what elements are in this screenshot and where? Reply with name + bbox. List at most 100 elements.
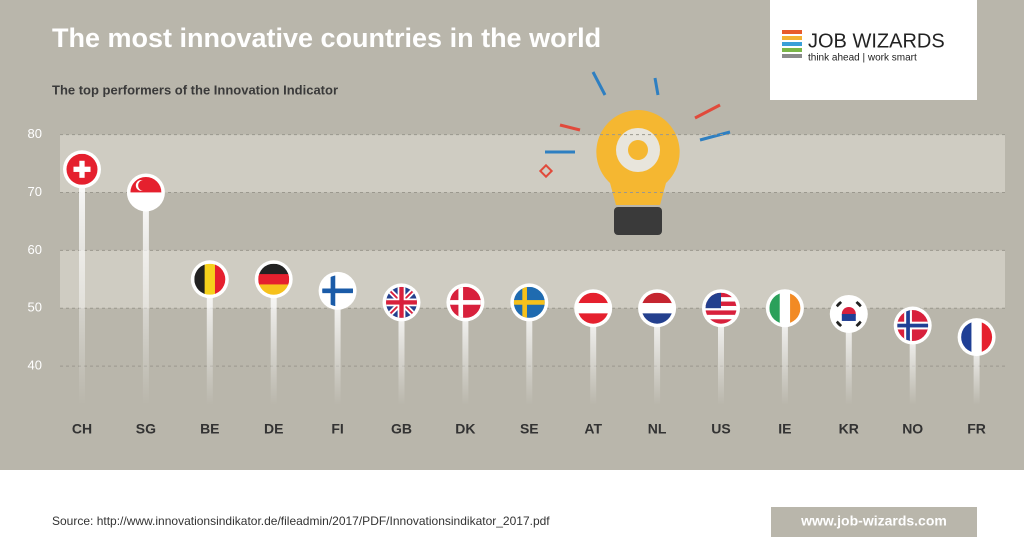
x-tick-label: DK: [455, 421, 475, 437]
logo-bar: [782, 54, 802, 58]
flag-marker: [893, 306, 932, 345]
flag-part: [449, 300, 481, 305]
x-tick-label: NO: [902, 421, 923, 437]
stick: [79, 169, 85, 405]
x-tick-label: KR: [839, 421, 859, 437]
stick: [845, 313, 852, 405]
flag-part: [138, 180, 149, 191]
flag: [449, 286, 481, 318]
flag-part: [577, 313, 609, 324]
flag-part: [79, 160, 85, 178]
flag-part: [258, 274, 290, 285]
flag-part: [855, 320, 864, 329]
logo-bar: [782, 42, 802, 46]
stick: [973, 337, 980, 405]
stick: [654, 308, 661, 405]
url-box: [771, 507, 977, 537]
flag-marker: [382, 283, 421, 322]
x-tick-label: SE: [520, 421, 539, 437]
flag-part: [458, 286, 464, 318]
y-tick-label: 70: [28, 184, 42, 199]
flag-marker: [829, 294, 868, 333]
flag: [705, 292, 737, 324]
flag-part: [577, 303, 609, 314]
x-tick-label: AT: [584, 421, 602, 437]
stick: [909, 325, 916, 405]
flag-marker: [702, 289, 740, 328]
flag: [513, 286, 545, 318]
y-tick-label: 50: [28, 300, 42, 315]
stick: [270, 279, 277, 405]
bulb-gear-hole: [628, 140, 648, 160]
flag: [194, 263, 226, 295]
stick: [334, 290, 341, 405]
flag-marker: [446, 283, 485, 322]
logo-bar: [782, 36, 802, 40]
x-tick-label: BE: [200, 421, 219, 437]
footer-source: Source: http://www.innovationsindikator.…: [52, 514, 550, 528]
chart-title: The most innovative countries in the wor…: [52, 23, 601, 53]
flag: [66, 153, 98, 185]
spark: [559, 123, 581, 132]
flag: [258, 263, 290, 295]
flag: [641, 292, 673, 324]
flag-part: [194, 263, 206, 295]
flag-part: [258, 284, 290, 295]
stick: [590, 308, 597, 405]
flag-part: [961, 321, 972, 353]
x-tick-label: NL: [648, 421, 667, 437]
spark: [591, 71, 607, 96]
flag-part: [705, 310, 737, 316]
flag-marker: [318, 271, 357, 310]
flag-part: [641, 303, 673, 314]
stick: [398, 302, 405, 405]
flag-part: [705, 314, 737, 320]
flag-part: [204, 263, 216, 295]
flag-part: [577, 292, 609, 304]
logo-box: [770, 0, 977, 100]
y-tick-label: 40: [28, 358, 42, 373]
flag-part: [971, 321, 983, 353]
flag-part: [841, 313, 856, 321]
x-tick-label: IE: [778, 421, 791, 437]
flag-marker: [765, 289, 804, 328]
x-tick-label: SG: [136, 421, 156, 437]
y-tick-label: 80: [28, 126, 42, 141]
flag-part: [705, 319, 737, 324]
stick: [718, 308, 724, 405]
flag-part: [855, 299, 864, 308]
flag-part: [981, 321, 993, 353]
y-tick-label: 60: [28, 242, 42, 257]
flag-part: [330, 275, 336, 307]
flag-part: [399, 286, 404, 318]
flag-marker: [126, 173, 165, 212]
x-tick-label: FR: [967, 421, 986, 437]
flag-part: [834, 299, 843, 308]
x-tick-label: FI: [331, 421, 343, 437]
flag: [961, 321, 993, 353]
flag: [322, 275, 354, 307]
flag-part: [769, 292, 781, 324]
spark: [538, 163, 554, 179]
flag-marker: [510, 283, 549, 322]
flag: [897, 310, 929, 342]
flag-part: [322, 288, 354, 294]
flag-part: [641, 313, 673, 324]
footer-url: www.job-wizards.com: [800, 513, 947, 529]
flag-marker: [254, 260, 293, 299]
flag: [386, 286, 417, 318]
x-tick-label: CH: [72, 421, 92, 437]
bulb-base: [614, 207, 662, 235]
flag: [833, 298, 865, 330]
spark: [699, 130, 731, 142]
flag-marker: [957, 318, 996, 357]
chart-subtitle: The top performers of the Innovation Ind…: [52, 82, 338, 97]
flag-marker: [190, 260, 229, 299]
stick: [206, 279, 213, 405]
flag: [130, 176, 162, 208]
x-tick-label: GB: [391, 421, 412, 437]
x-tick-label: DE: [264, 421, 283, 437]
stick: [526, 302, 533, 405]
logo-name: JOB WIZARDS: [808, 30, 945, 52]
